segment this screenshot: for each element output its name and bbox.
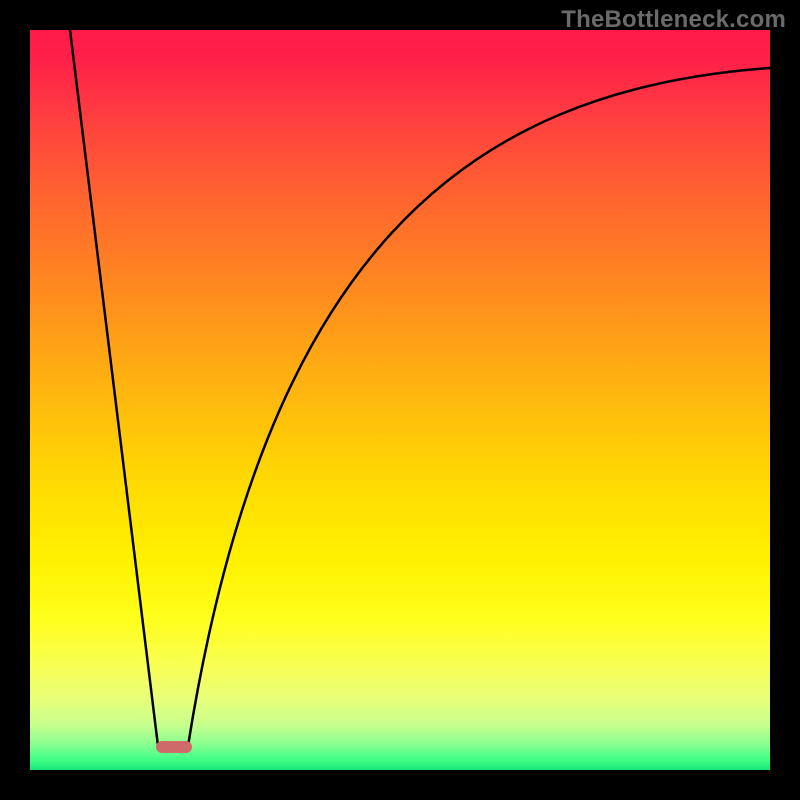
bottleneck-chart: TheBottleneck.com — [0, 0, 800, 800]
watermark-text: TheBottleneck.com — [561, 6, 786, 34]
chart-svg — [0, 0, 800, 800]
bottom-marker — [156, 741, 192, 753]
gradient-background — [30, 30, 770, 770]
